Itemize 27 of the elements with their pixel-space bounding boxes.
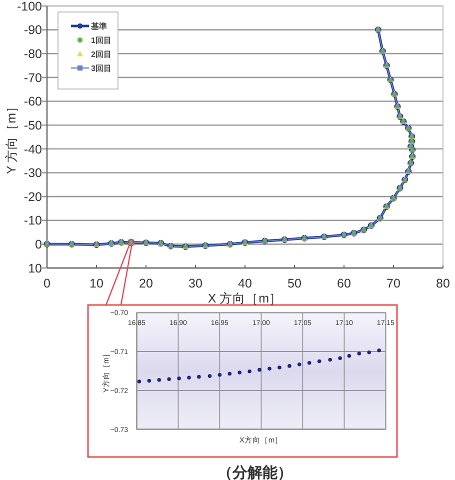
y-tick-label: -70 bbox=[24, 70, 42, 85]
x-tick-label: 80 bbox=[436, 276, 450, 290]
y-tick-label: -90 bbox=[24, 23, 42, 38]
legend-label: 3回目 bbox=[91, 64, 112, 73]
y-tick-label: -100 bbox=[16, 0, 42, 14]
x-tick-label: 50 bbox=[288, 276, 302, 290]
x-tick-label: 10 bbox=[90, 276, 104, 290]
x-tick-label: 40 bbox=[238, 276, 252, 290]
legend-label: 2回目 bbox=[91, 50, 112, 59]
legend-label: 1回目 bbox=[91, 36, 112, 45]
x-tick-label: 20 bbox=[139, 276, 153, 290]
x-tick-label: 70 bbox=[386, 276, 400, 290]
y-tick-label: -20 bbox=[24, 190, 42, 204]
y-tick-label: 0 bbox=[35, 238, 42, 252]
legend-label: 基準 bbox=[90, 22, 107, 31]
y-tick-label: -50 bbox=[24, 118, 42, 132]
y-tick-label: -40 bbox=[24, 142, 42, 156]
y-tick-label: -30 bbox=[24, 166, 42, 180]
y-tick-label: -60 bbox=[24, 94, 42, 109]
y-tick-label: -80 bbox=[24, 47, 42, 62]
y-tick-label: -10 bbox=[24, 214, 42, 228]
x-tick-label: 60 bbox=[337, 276, 351, 290]
x-tick-label: 30 bbox=[188, 276, 202, 290]
y-axis-title: Y 方向［m］ bbox=[3, 100, 18, 174]
x-axis-title: X 方向［m］ bbox=[208, 290, 282, 306]
y-tick-label: 10 bbox=[28, 261, 42, 276]
text: （分解能） bbox=[218, 464, 292, 480]
